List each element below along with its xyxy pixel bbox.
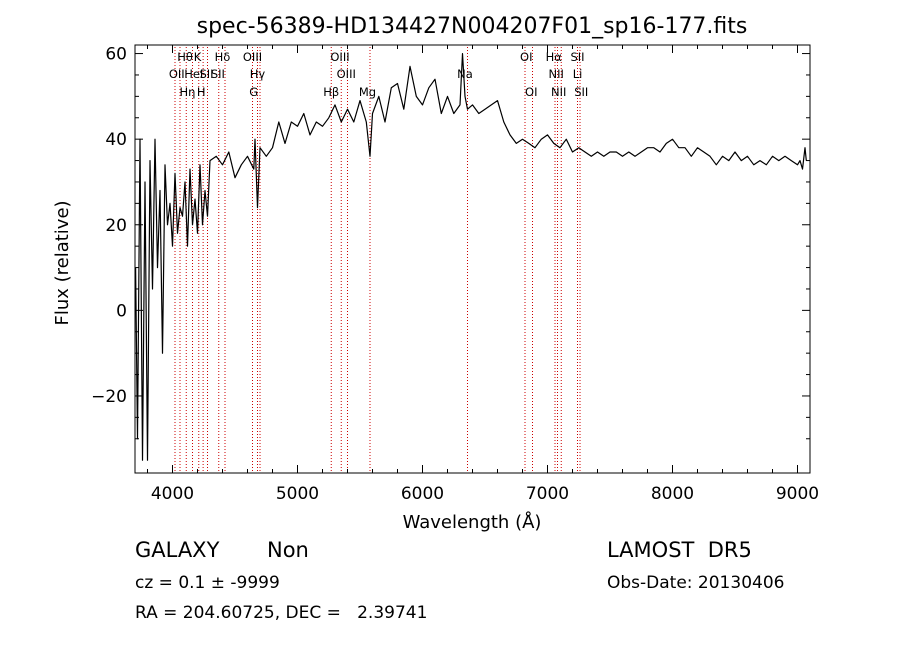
spectral-line-label-15: Mg <box>359 85 376 99</box>
redshift-line: cz = 0.1 ± -9999 <box>135 573 280 593</box>
spectrum-line <box>135 52 807 461</box>
y-tick-label-0: 0 <box>116 301 127 321</box>
y-tick-label-60: 60 <box>105 45 127 65</box>
spectral-line-label-17: OI <box>520 50 532 64</box>
x-axis-label: Wavelength (Å) <box>403 511 542 533</box>
x-tick-label-8000: 8000 <box>651 484 694 504</box>
observation-date: Obs-Date: 20130406 <box>607 573 785 593</box>
plot-area: 4000 5000 6000 7000 8000 9000 −20 0 20 40 60 OII Hθ H… <box>91 44 819 504</box>
spectral-line-label-19: Hα <box>546 50 563 64</box>
spectral-line-label-9: OIII <box>243 50 262 64</box>
y-tick-label-40: 40 <box>105 130 127 150</box>
y-tick-label--20: −20 <box>91 387 127 407</box>
y-axis-label: Flux (relative) <box>52 200 73 325</box>
spectral-line-label-16: Na <box>457 67 473 81</box>
x-tick-label-7000: 7000 <box>526 484 569 504</box>
survey-name: LAMOST DR5 <box>607 538 752 562</box>
spectral-line-label-0: OII <box>169 67 185 81</box>
spectral-line-label-11: Hγ <box>250 67 266 81</box>
spectral-line-label-3: K <box>194 50 202 64</box>
plot-frame <box>134 44 811 474</box>
spectral-line-label-21: NII <box>551 85 566 99</box>
spectral-line-label-18: OI <box>525 85 537 99</box>
spectral-line-label-4: H <box>197 85 206 99</box>
spectral-line-label-13: OIII <box>330 50 349 64</box>
spectral-line-label-22: SII <box>570 50 584 64</box>
coordinates-line: RA = 204.60725, DEC = 2.39741 <box>135 603 428 623</box>
spectral-line-label-12: Hβ <box>323 85 339 99</box>
spectral-line-label-24: SII <box>574 85 588 99</box>
spectral-line-label-23: Li <box>573 67 583 81</box>
subclass: Non <box>267 538 309 562</box>
spectral-line-label-20: NII <box>549 67 564 81</box>
y-tick-label-20: 20 <box>105 216 127 236</box>
x-tick-label-5000: 5000 <box>276 484 319 504</box>
x-tick-label-6000: 6000 <box>401 484 444 504</box>
spectral-line-label-5: HeI <box>184 67 203 81</box>
x-tick-label-4000: 4000 <box>151 484 194 504</box>
spectral-line-label-7: Hδ <box>215 50 231 64</box>
chart-title: spec-56389-HD134427N004207F01_sp16-177.f… <box>197 14 748 39</box>
object-type: GALAXY <box>135 538 220 562</box>
spectral-line-label-2: Hη <box>180 85 196 99</box>
spectral-line-label-14: OIII <box>337 67 356 81</box>
spectral-line-label-8: SII <box>211 67 225 81</box>
x-tick-label-9000: 9000 <box>776 484 819 504</box>
spectral-line-label-10: G <box>249 85 258 99</box>
spectral-line-label-1: Hθ <box>177 50 193 64</box>
spectral-line-label-6: SII <box>199 67 213 81</box>
